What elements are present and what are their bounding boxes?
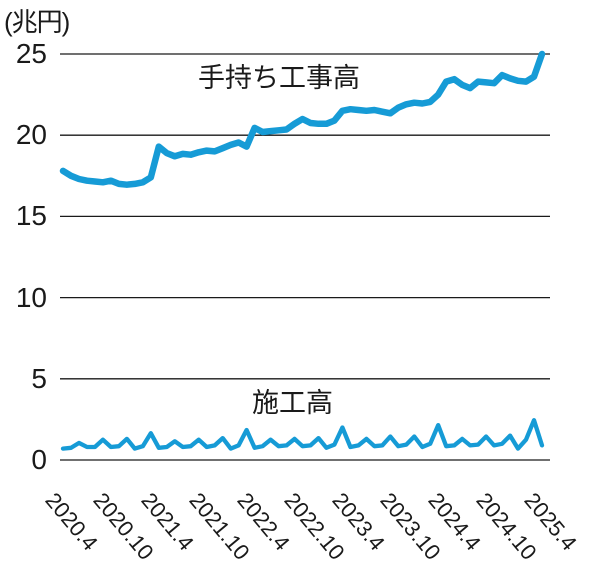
y-tick-label-10: 10 — [15, 282, 47, 313]
y-tick-label-15: 15 — [15, 200, 47, 231]
series-line-work-done — [60, 418, 545, 451]
y-axis-unit-label: (兆円) — [4, 7, 70, 37]
y-tick-label-0: 0 — [31, 444, 47, 475]
series-label-order-backlog: 手持ち工事高 — [198, 63, 360, 93]
y-tick-label-5: 5 — [31, 363, 47, 394]
series-line-order-backlog — [59, 50, 546, 188]
series-label-work-done: 施工高 — [252, 388, 333, 418]
y-tick-label-25: 25 — [15, 38, 47, 69]
y-tick-label-20: 20 — [15, 119, 47, 150]
